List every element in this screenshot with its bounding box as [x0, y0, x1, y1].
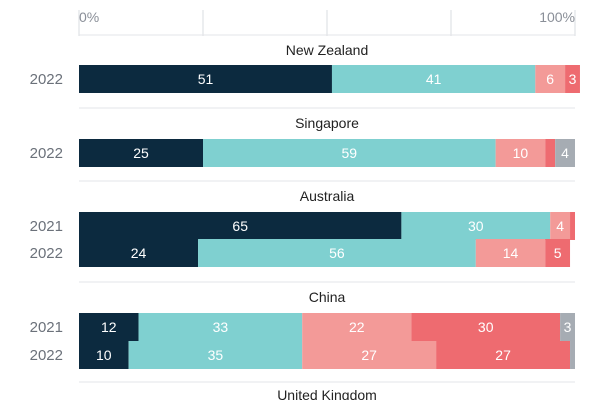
data-label: 27 — [495, 347, 511, 363]
data-label: 6 — [546, 71, 554, 87]
data-label: 22 — [349, 319, 365, 335]
bar-segment — [495, 139, 546, 167]
data-label: 10 — [513, 145, 529, 161]
year-label: 2022 — [30, 245, 63, 262]
bar-segment — [79, 239, 199, 267]
bar-segment — [545, 139, 556, 167]
bar-segment — [401, 212, 551, 240]
group-title: United Kingdom — [277, 387, 377, 400]
bar-segment — [560, 313, 575, 341]
data-label: 41 — [426, 71, 442, 87]
data-label: 4 — [556, 218, 564, 234]
bar-segment — [555, 139, 575, 167]
data-label: 56 — [329, 245, 345, 261]
data-label: 65 — [232, 218, 248, 234]
bar-segment — [79, 212, 402, 240]
bar-segment — [550, 212, 571, 240]
year-label: 2021 — [30, 319, 63, 336]
data-label: 12 — [101, 319, 117, 335]
data-label: 30 — [468, 218, 484, 234]
group-title: Singapore — [295, 115, 359, 131]
bar-segment — [79, 341, 129, 369]
bar-segment — [79, 313, 139, 341]
group-title: New Zealand — [286, 42, 369, 58]
group-title: China — [309, 289, 346, 305]
bar-segment — [302, 313, 412, 341]
bar-segment — [565, 65, 580, 93]
data-label: 30 — [478, 319, 494, 335]
bar-segment — [138, 313, 303, 341]
data-label: 25 — [133, 145, 149, 161]
group-title: Australia — [300, 188, 355, 204]
bar-segment — [475, 239, 546, 267]
bar-segment — [203, 139, 496, 167]
year-label: 2022 — [30, 71, 63, 88]
data-label: 35 — [208, 347, 224, 363]
bar-segment — [570, 341, 575, 369]
data-label: 59 — [342, 145, 358, 161]
x-tick-label: 100% — [539, 9, 575, 25]
year-label: 2022 — [30, 145, 63, 162]
data-label: 33 — [213, 319, 229, 335]
data-label: 51 — [198, 71, 214, 87]
data-label: 3 — [564, 319, 572, 335]
data-label: 24 — [131, 245, 147, 261]
bar-segment — [128, 341, 303, 369]
bar-segment — [79, 139, 203, 167]
data-label: 27 — [361, 347, 377, 363]
bar-segment — [535, 65, 566, 93]
bar-segment — [436, 341, 571, 369]
year-label: 2022 — [30, 347, 63, 364]
data-label: 5 — [554, 245, 562, 261]
bar-segment — [198, 239, 476, 267]
bar-segment — [545, 239, 571, 267]
year-label: 2021 — [30, 218, 63, 235]
bar-segment — [570, 212, 575, 240]
data-label: 3 — [569, 71, 577, 87]
bar-segment — [302, 341, 437, 369]
data-label: 10 — [96, 347, 112, 363]
bar-segment — [411, 313, 561, 341]
data-label: 4 — [561, 145, 569, 161]
bar-segment — [79, 65, 332, 93]
x-tick-label: 0% — [79, 9, 99, 25]
data-label: 14 — [503, 245, 519, 261]
bar-segment — [331, 65, 536, 93]
